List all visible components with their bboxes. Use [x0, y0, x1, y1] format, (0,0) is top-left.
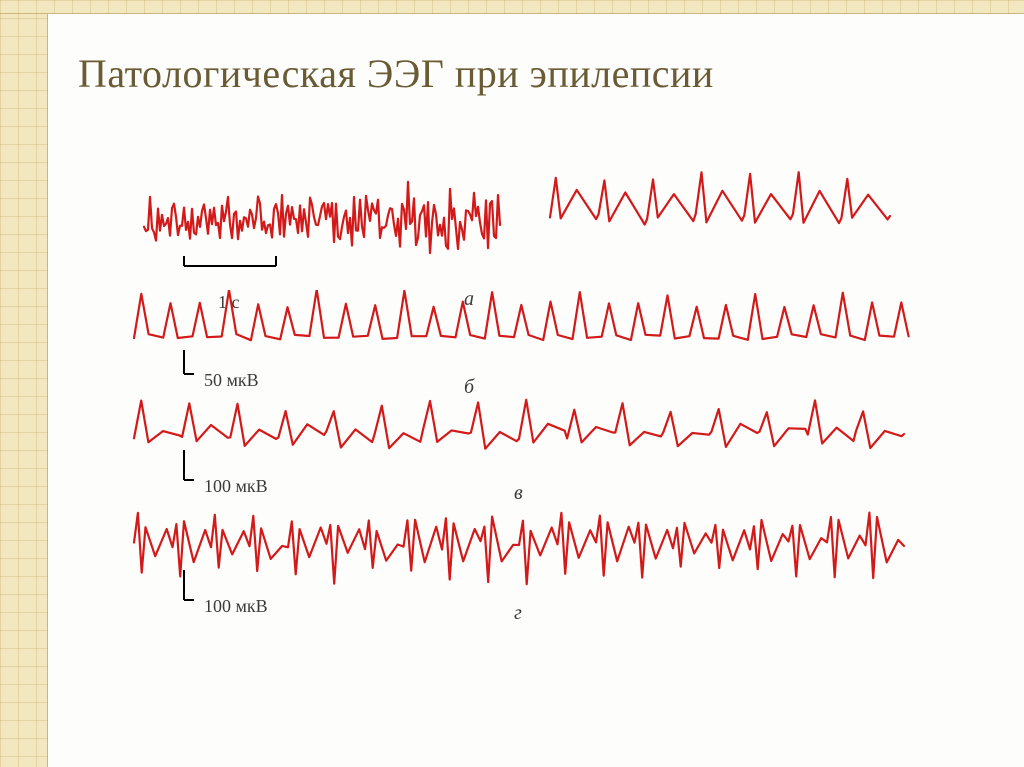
eeg-waveform-g-0 — [134, 513, 904, 585]
trace-label-g: г — [514, 602, 522, 625]
eeg-waveform-v-0 — [134, 400, 904, 449]
slide-border-left — [0, 0, 48, 767]
eeg-trace-row-g: 100 мкВг — [114, 500, 934, 620]
eeg-waveform-a-0 — [144, 182, 500, 253]
amplitude-scale-bar-g — [184, 570, 194, 600]
amplitude-scale-bar-b — [184, 350, 194, 374]
eeg-waveform-b-0 — [134, 290, 909, 340]
eeg-trace-row-b: 50 мкВб — [114, 290, 934, 390]
amplitude-scale-label-v: 100 мкВ — [204, 476, 268, 497]
eeg-trace-row-v: 100 мкВв — [114, 390, 934, 500]
eeg-trace-svg-a — [114, 170, 934, 290]
amplitude-scale-label-g: 100 мкВ — [204, 596, 268, 617]
amplitude-scale-bar-v — [184, 450, 194, 480]
slide: Патологическая ЭЭГ при эпилепсии 1 са50 … — [0, 0, 1024, 767]
slide-border-top — [0, 0, 1024, 14]
eeg-trace-row-a: 1 са — [114, 170, 934, 290]
time-scale-bar — [184, 256, 276, 266]
eeg-figure: 1 са50 мкВб100 мкВв100 мкВг — [114, 170, 934, 710]
amplitude-scale-label-b: 50 мкВ — [204, 370, 259, 391]
slide-title: Патологическая ЭЭГ при эпилепсии — [78, 50, 714, 97]
eeg-waveform-a-1 — [550, 172, 890, 224]
